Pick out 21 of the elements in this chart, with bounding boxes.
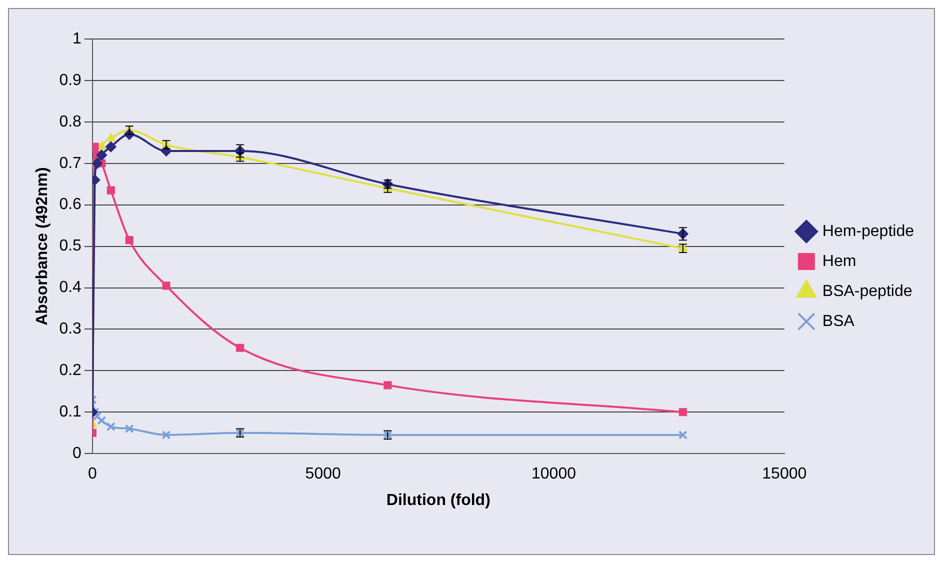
y-tick-label: 0.6 — [59, 196, 82, 214]
y-tick-label: 0.3 — [59, 320, 82, 338]
y-tick-label: 0.4 — [59, 279, 82, 296]
y-tick-label: 0.7 — [59, 154, 82, 172]
legend-label: BSA-peptide — [822, 282, 912, 300]
y-tick-label: 0 — [72, 445, 82, 462]
x-tick-label: 0 — [88, 466, 97, 483]
y-tick-label: 0.2 — [59, 362, 82, 380]
legend-label: Hem — [822, 252, 856, 270]
y-axis-title: Absorbance (492nm) — [34, 167, 52, 326]
y-tick-label: 0.9 — [59, 72, 82, 89]
y-tick-label: 0.8 — [59, 113, 82, 130]
legend-label: BSA — [822, 312, 855, 330]
x-tick-label: 10000 — [531, 466, 576, 483]
y-tick-label: 1 — [72, 30, 82, 48]
x-axis-title: Dilution (fold) — [386, 492, 490, 509]
y-tick-label: 0.1 — [59, 404, 82, 421]
x-tick-label: 5000 — [305, 466, 341, 483]
x-tick-label: 15000 — [762, 466, 807, 483]
y-tick-label: 0.5 — [59, 238, 82, 255]
legend-label: Hem-peptide — [822, 222, 914, 240]
